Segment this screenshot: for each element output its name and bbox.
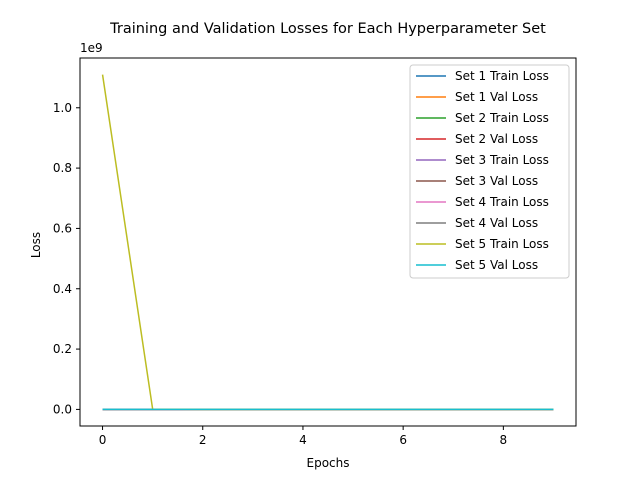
legend-label: Set 3 Train Loss [455, 153, 549, 167]
x-tick-label: 4 [299, 433, 307, 447]
legend-label: Set 5 Val Loss [455, 258, 538, 272]
y-tick-label: 0.2 [53, 342, 72, 356]
y-tick-label: 0.8 [53, 161, 72, 175]
x-tick-label: 8 [500, 433, 508, 447]
legend-label: Set 4 Train Loss [455, 195, 549, 209]
legend-label: Set 3 Val Loss [455, 174, 538, 188]
legend-label: Set 1 Train Loss [455, 69, 549, 83]
legend-label: Set 1 Val Loss [455, 90, 538, 104]
y-tick-label: 0.4 [53, 282, 72, 296]
x-tick-label: 0 [99, 433, 107, 447]
y-tick-label: 0.6 [53, 221, 72, 235]
x-axis-label: Epochs [307, 456, 350, 470]
legend-box [409, 64, 570, 279]
x-axis-ticks: 0 2 4 6 8 [99, 426, 507, 447]
chart-title: Training and Validation Losses for Each … [109, 21, 546, 37]
y-tick-label: 1.0 [53, 101, 72, 115]
series-lines [101, 74, 554, 411]
x-tick-label: 6 [399, 433, 407, 447]
plot-area: 0 2 4 6 8 0.0 0.2 0.4 0.6 0.8 1.0 [53, 57, 577, 447]
axes-frame [79, 57, 577, 427]
y-offset-label: 1e9 [80, 41, 103, 55]
legend: Set 1 Train Loss Set 1 Val Loss Set 2 Trai… [409, 64, 570, 279]
legend-items: Set 1 Train Loss Set 1 Val Loss Set 2 Trai… [416, 69, 549, 272]
x-tick-label: 2 [199, 433, 207, 447]
legend-label: Set 5 Train Loss [455, 237, 549, 251]
y-axis-ticks: 0.0 0.2 0.4 0.6 0.8 1.0 [53, 101, 80, 416]
legend-label: Set 2 Val Loss [455, 132, 538, 146]
y-axis-label: Loss [29, 232, 43, 258]
y-tick-label: 0.0 [53, 402, 72, 416]
legend-label: Set 2 Train Loss [455, 111, 549, 125]
legend-label: Set 4 Val Loss [455, 216, 538, 230]
